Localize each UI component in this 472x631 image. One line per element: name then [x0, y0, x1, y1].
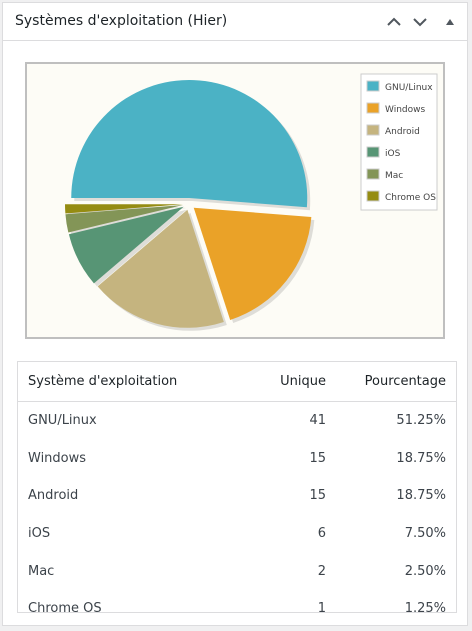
cell-unique: 41 [309, 413, 326, 429]
pie-slice-mac [65, 204, 184, 233]
pie-slice-ios [68, 206, 184, 284]
chevron-down-icon [413, 18, 427, 27]
cell-os: Chrome OS [28, 601, 102, 617]
chevron-up-icon [387, 17, 401, 26]
cell-percentage: 7.50% [404, 526, 446, 542]
legend-label-chrome-os: Chrome OS [385, 193, 436, 203]
os-pie-chart: GNU/Linux Windows Android iOS Mac Chrome OS [65, 73, 438, 331]
cell-os: Android [28, 488, 79, 504]
cell-unique: 15 [309, 450, 326, 466]
cell-percentage: 18.75% [396, 488, 446, 504]
table-row: iOS 6 7.50% [18, 515, 456, 553]
pie-chart-panel: GNU/Linux Windows Android iOS Mac Chrome OS [25, 62, 445, 339]
legend-label-mac: Mac [385, 171, 403, 181]
cell-unique: 1 [317, 601, 326, 617]
os-table: Système d'exploitation Unique Pourcentag… [18, 362, 456, 628]
column-header-os: Système d'exploitation [18, 362, 219, 402]
move-up-button[interactable] [383, 11, 405, 33]
pie-slice-chrome-os [65, 204, 184, 214]
legend-swatch-chrome-os [366, 190, 380, 202]
table-row: Windows 15 18.75% [18, 440, 456, 478]
table-row: Android 15 18.75% [18, 477, 456, 515]
legend-swatch-android [366, 124, 380, 136]
toggle-panel-button[interactable] [439, 11, 461, 33]
table-row: Chrome OS 1 1.25% [18, 590, 456, 628]
cell-os: Mac [28, 563, 55, 579]
cell-unique: 15 [309, 488, 326, 504]
move-down-button[interactable] [409, 11, 431, 33]
cell-unique: 2 [317, 563, 326, 579]
cell-percentage: 1.25% [404, 601, 446, 617]
legend-swatch-windows [366, 102, 380, 114]
widget-title: Systèmes d'exploitation (Hier) [15, 13, 228, 29]
pie-slice-gnu-linux [71, 80, 308, 208]
cell-os: Windows [28, 450, 87, 466]
pie-slice-windows [193, 207, 312, 320]
cell-percentage: 2.50% [404, 563, 446, 579]
cell-unique: 6 [317, 526, 326, 542]
legend-swatch-gnu-linux [366, 80, 380, 92]
chart-legend: GNU/Linux Windows Android iOS Mac Chrome OS [360, 73, 438, 211]
cell-percentage: 51.25% [396, 413, 446, 429]
triangle-up-icon [446, 19, 454, 25]
pie-slice-android [97, 209, 224, 328]
legend-label-gnu-linux: GNU/Linux [385, 83, 433, 93]
legend-box [360, 73, 438, 211]
os-widget: Systèmes d'exploitation (Hier) GNU/Linux… [2, 2, 468, 626]
os-table-panel: Système d'exploitation Unique Pourcentag… [17, 361, 457, 616]
legend-label-ios: iOS [385, 149, 401, 159]
table-row: GNU/Linux 41 51.25% [18, 402, 456, 440]
widget-header: Systèmes d'exploitation (Hier) [3, 3, 467, 41]
legend-swatch-ios [366, 146, 380, 158]
cell-os: GNU/Linux [28, 413, 97, 429]
column-header-unique: Unique [219, 362, 326, 402]
table-header-row: Système d'exploitation Unique Pourcentag… [18, 362, 456, 402]
column-header-percentage: Pourcentage [326, 362, 456, 402]
legend-swatch-mac [366, 168, 380, 180]
cell-os: iOS [28, 526, 51, 542]
table-row: Mac 2 2.50% [18, 552, 456, 590]
cell-percentage: 18.75% [396, 450, 446, 466]
legend-label-android: Android [385, 127, 420, 137]
legend-label-windows: Windows [385, 105, 425, 115]
